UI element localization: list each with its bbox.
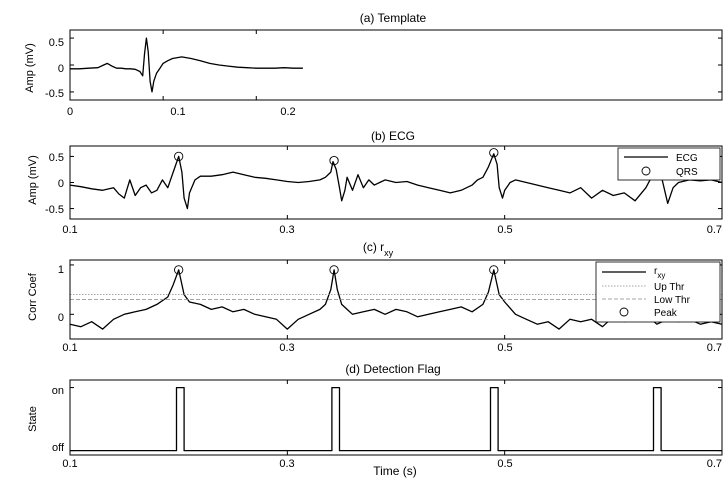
panel-b: (b) ECG Amp (mV) 0.5 0 -0.5 0.1 0.3 0.5 … [27,129,723,236]
panel-b-ecg-line [69,153,723,210]
panel-b-y-tick-label: 0.5 [49,152,64,164]
panel-c-x-tick-label: 0.7 [707,342,722,354]
panel-b-title: (b) ECG [371,129,415,143]
panel-b-x-tick-label: 0.5 [497,224,512,236]
panel-d-x-tick-label: 0.1 [62,458,77,470]
panel-c-x-tick-label: 0.5 [497,342,512,354]
panel-a-x-tick-label: 0 [67,106,73,118]
panel-c-peak-marker [489,265,499,275]
panel-b-qrs-marker [489,148,499,158]
panel-d-frame [69,379,723,456]
panel-a-y-tick-label: 0 [58,63,64,75]
panel-c-x-tick-label: 0.1 [62,342,77,354]
panel-b-y-label: Amp (mV) [27,155,39,205]
panel-b-x-tick-label: 0.7 [707,224,722,236]
panel-d-x-label: Time (s) [373,464,417,478]
panel-d-y-tick-label: off [52,442,65,454]
panel-c-legend-low-thr-label: Low Thr [654,295,691,306]
panel-c-r-xy-line [69,269,723,330]
panel-b-frame [69,145,723,220]
panel-b-x-tick-label: 0.3 [279,224,294,236]
panel-d-x-tick-label: 0.7 [707,458,722,470]
panel-a-y-tick-label: 0.5 [49,37,64,49]
panel-b-qrs-marker [174,151,184,162]
panel-b-legend: ECG QRS [617,147,721,181]
panel-b-legend-ecg-label: ECG [676,153,698,164]
panel-c-x-tick-label: 0.3 [279,342,294,354]
panel-b-y-tick-label: -0.5 [45,204,64,216]
panel-c-legend-rxy-label: rxy [654,266,665,280]
panel-d-signal-line [70,386,722,452]
panel-c-title: (c) rxy [363,240,394,258]
panel-c-legend-peak-label: Peak [654,308,678,319]
panel-d-y-tick-label: on [52,385,64,397]
panel-c-y-tick-label: 0 [58,312,64,324]
panel-c: (c) rxy Corr Coef 1 0 0.1 0.3 0.5 0.7 rx… [27,240,723,354]
panel-d-title: (d) Detection Flag [345,362,440,376]
panel-c-y-label: Corr Coef [27,272,39,321]
panel-c-y-tick-label: 1 [58,264,64,276]
panel-d-x-tick-label: 0.5 [497,458,512,470]
panel-d-y-label: State [27,406,39,432]
panel-c-legend-peak-marker [619,307,629,317]
panel-c-peak-marker [329,265,339,275]
panel-a-frame [69,29,723,101]
panel-b-legend-box [617,147,721,181]
panel-c-frame [69,259,723,340]
panel-d-x-tick-label: 0.3 [279,458,294,470]
panel-b-y-tick-label: 0 [58,178,64,190]
panel-a-y-label: Amp (mV) [24,43,36,93]
panel-c-legend: rxy Up Thr Low Thr Peak [595,261,721,323]
panel-b-x-tick-label: 0.1 [62,224,77,236]
panel-d-plot [69,380,723,455]
panel-a: (a) Template Amp (mV) 0.5 0 -0.5 0 0.1 0… [24,11,723,118]
panel-a-x-tick-label: 0.2 [280,106,295,118]
panel-c-legend-up-thr-label: Up Thr [654,282,685,293]
panel-c-peak-marker [174,265,184,275]
panel-b-legend-qrs-label: QRS [676,167,698,178]
panel-a-x-tick-label: 0.1 [170,106,185,118]
panel-a-signal-line [70,37,303,93]
panel-b-qrs-marker [329,155,339,166]
panel-a-y-tick-label: -0.5 [45,88,64,100]
panel-a-plot [69,30,722,100]
panel-b-legend-qrs-marker [641,166,651,176]
panel-a-title: (a) Template [360,11,427,25]
panel-d: (d) Detection Flag State on off 0.1 0.3 … [27,362,723,478]
